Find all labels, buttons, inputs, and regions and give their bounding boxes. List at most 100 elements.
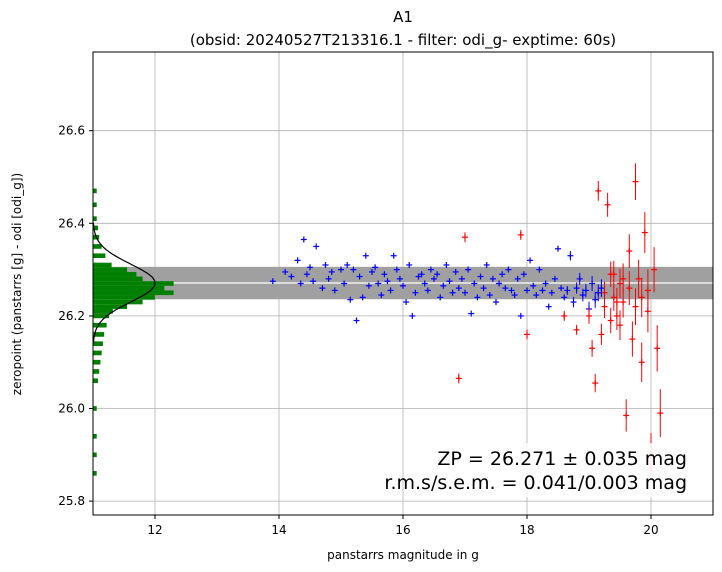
used-point: [303, 271, 310, 278]
used-point: [489, 275, 496, 282]
used-point: [452, 268, 459, 275]
used-point: [539, 287, 546, 294]
used-point: [449, 289, 456, 296]
used-point: [561, 294, 568, 301]
rms-annotation: r.m.s/s.e.m. = 0.041/0.003 mag: [384, 472, 687, 494]
used-point: [378, 292, 385, 299]
rejected-point: [654, 325, 661, 372]
used-point: [356, 273, 363, 280]
used-point: [592, 291, 599, 308]
histogram-bar: [93, 244, 102, 249]
y-tick-label: 25.8: [58, 494, 85, 508]
rejected-point: [651, 247, 658, 293]
histogram-bar: [93, 202, 97, 208]
used-point: [421, 280, 428, 287]
rejected-point: [573, 324, 580, 335]
used-point: [393, 266, 400, 273]
rejected-point: [595, 181, 602, 201]
used-point: [427, 266, 434, 273]
used-point: [362, 252, 369, 259]
annotation-box: [405, 443, 695, 497]
used-point: [486, 292, 493, 299]
axes: 12 14 16 18 20 25.8 26.0 26.2 26.4 26.6: [58, 51, 714, 537]
used-point: [369, 268, 375, 275]
used-point: [570, 296, 577, 308]
used-point: [542, 280, 549, 287]
histogram-bar: [93, 350, 102, 356]
used-point: [536, 266, 543, 273]
used-point: [347, 296, 354, 303]
rejected-point: [623, 399, 630, 432]
used-point: [499, 271, 506, 278]
used-point: [403, 299, 410, 306]
rejected-point: [598, 323, 605, 346]
used-point: [415, 273, 422, 280]
histogram-bar: [93, 276, 143, 282]
used-point: [353, 317, 360, 324]
used-point: [502, 285, 509, 292]
histogram-bar: [93, 225, 98, 231]
histogram-bar: [93, 359, 101, 365]
used-point: [288, 273, 295, 280]
used-point: [313, 243, 320, 250]
chart-subtitle: (obsid: 20240527T213316.1 - filter: odi_…: [190, 31, 616, 50]
used-point: [493, 299, 499, 306]
rejected-point: [604, 192, 611, 217]
used-point: [520, 271, 527, 278]
rejected-point: [589, 339, 596, 357]
histogram-bar: [93, 290, 174, 296]
used-point: [508, 287, 515, 294]
used-point: [440, 282, 447, 289]
used-point: [446, 278, 453, 285]
used-point: [418, 271, 425, 278]
used-point: [514, 275, 521, 282]
x-tick-label: 12: [147, 523, 162, 537]
histogram-bar: [93, 262, 112, 268]
used-point: [328, 268, 335, 275]
x-tick-label: 18: [519, 523, 534, 537]
used-point: [511, 292, 518, 299]
used-point: [555, 245, 561, 252]
rejected-point: [517, 229, 524, 240]
histogram-bar: [93, 322, 107, 328]
rejected-point: [620, 263, 627, 295]
used-point: [331, 287, 338, 294]
used-point: [437, 294, 444, 301]
histogram-bar: [93, 285, 165, 291]
rejected-point: [638, 342, 645, 382]
used-point: [375, 280, 382, 287]
rejected-point: [610, 260, 617, 288]
histogram-bar: [93, 304, 128, 309]
used-point: [412, 289, 419, 296]
histogram-bar: [93, 216, 97, 221]
gaussian-curve: [92, 222, 156, 344]
used-point: [564, 286, 571, 295]
chart-title: A1: [393, 8, 413, 26]
used-point: [471, 280, 478, 287]
used-point: [319, 285, 326, 292]
used-point: [338, 266, 344, 273]
used-point: [455, 285, 462, 292]
histogram-bar: [93, 341, 103, 347]
used-point: [372, 264, 379, 271]
used-point: [468, 310, 475, 317]
used-point: [551, 275, 558, 282]
used-point: [483, 261, 490, 268]
used-point: [300, 236, 307, 243]
gaussian-path: [92, 222, 156, 344]
rejected-point: [617, 268, 623, 299]
rejected-point: [586, 308, 592, 324]
rejected-point: [613, 287, 620, 317]
used-point: [384, 278, 391, 285]
used-point: [400, 282, 406, 289]
used-point: [595, 284, 602, 302]
rejected-point: [462, 232, 468, 243]
x-tick-label: 14: [271, 523, 286, 537]
histogram-bar: [93, 406, 97, 411]
used-point: [350, 266, 357, 273]
rejected-point: [635, 259, 642, 298]
rejected-point: [607, 307, 614, 334]
used-point: [325, 275, 332, 282]
used-point: [558, 285, 565, 292]
